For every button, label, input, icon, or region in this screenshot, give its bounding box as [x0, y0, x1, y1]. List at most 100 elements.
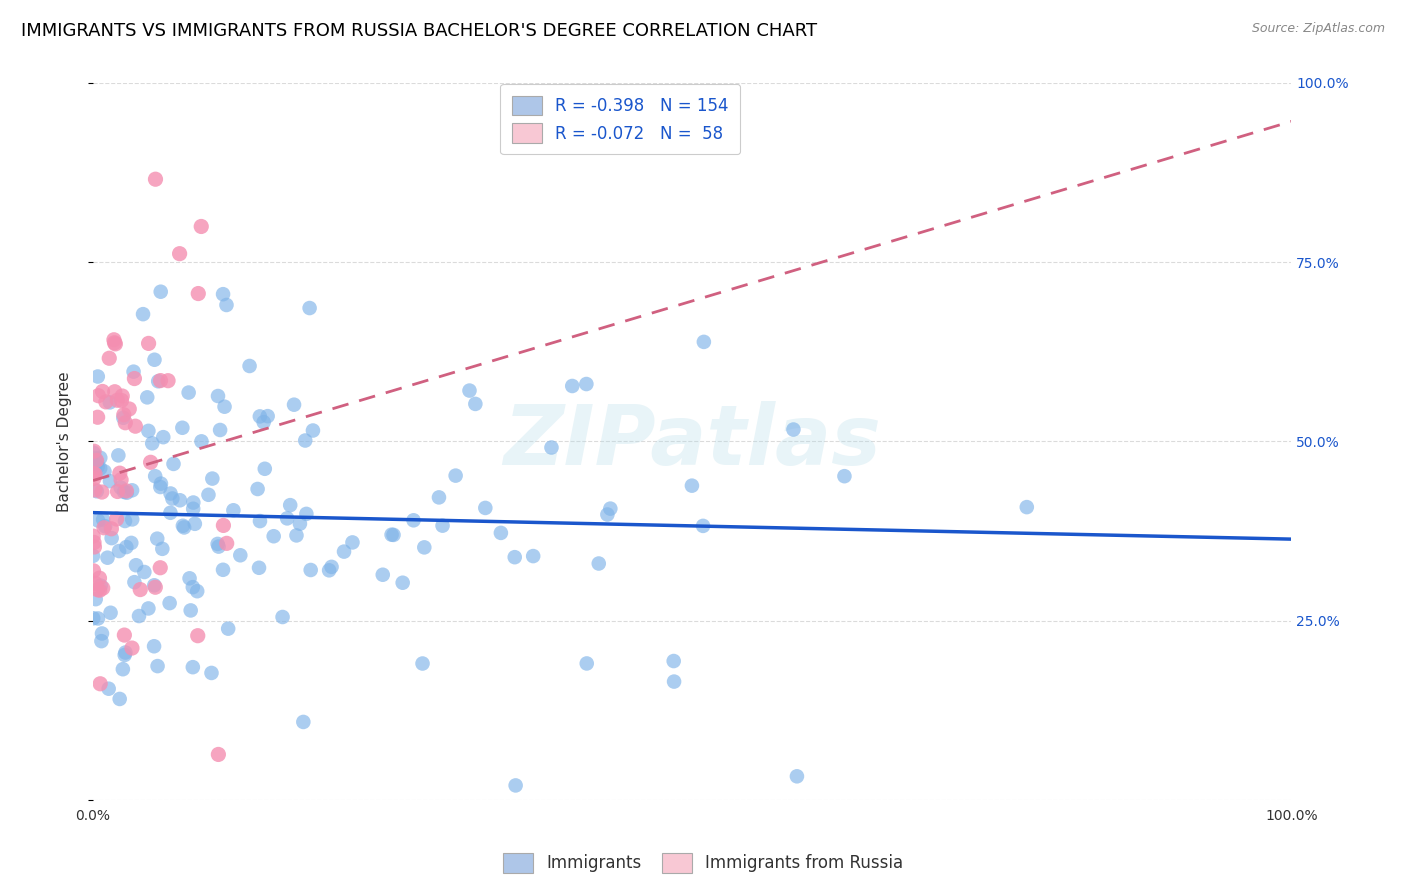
Point [143, 352, 166, 367]
Point [93, 464, 115, 478]
Point [143, 469, 166, 483]
Point [292, 714, 315, 729]
Point [180, 603, 202, 617]
Point [464, 397, 486, 411]
Point [172, 421, 194, 435]
Point [321, 560, 343, 574]
Point [89, 571, 111, 585]
Point [256, 409, 278, 424]
Point [693, 334, 716, 349]
Point [105, 393, 128, 408]
Point [215, 536, 238, 550]
Point [103, 333, 125, 347]
Point [86, 459, 108, 474]
Point [100, 522, 122, 536]
Point [207, 747, 229, 762]
Point [91, 512, 114, 526]
Point [229, 548, 252, 562]
Point [84, 592, 107, 607]
Text: Source: ZipAtlas.com: Source: ZipAtlas.com [1251, 22, 1385, 36]
Point [107, 448, 129, 462]
Point [184, 516, 207, 531]
Point [169, 246, 191, 260]
Point [247, 561, 270, 575]
Point [201, 472, 224, 486]
Point [86, 410, 108, 425]
Point [91, 384, 114, 399]
Point [115, 483, 138, 498]
Point [104, 384, 127, 399]
Point [575, 377, 598, 392]
Point [146, 659, 169, 673]
Point [190, 434, 212, 449]
Point [111, 389, 134, 403]
Point [200, 665, 222, 680]
Point [124, 575, 146, 590]
Point [263, 529, 285, 543]
Point [112, 628, 135, 642]
Point [253, 415, 276, 429]
Point [432, 518, 454, 533]
Point [114, 648, 136, 662]
Point [540, 441, 562, 455]
Text: ZIPatlas: ZIPatlas [503, 401, 882, 482]
Point [391, 575, 413, 590]
Point [82, 467, 104, 481]
Point [283, 398, 305, 412]
Point [681, 478, 703, 492]
Point [181, 580, 204, 594]
Y-axis label: Bachelor's Degree: Bachelor's Degree [58, 371, 72, 512]
Point [94, 395, 117, 409]
Point [82, 445, 104, 459]
Point [249, 514, 271, 528]
Point [246, 482, 269, 496]
Point [148, 374, 170, 388]
Point [87, 611, 110, 625]
Point [111, 662, 134, 676]
Point [299, 563, 322, 577]
Point [129, 582, 152, 597]
Point [105, 512, 128, 526]
Point [599, 501, 621, 516]
Point [83, 472, 105, 486]
Point [207, 540, 229, 554]
Point [108, 466, 131, 480]
Point [212, 563, 235, 577]
Legend: Immigrants, Immigrants from Russia: Immigrants, Immigrants from Russia [496, 847, 910, 880]
Point [285, 528, 308, 542]
Point [149, 476, 172, 491]
Point [295, 507, 318, 521]
Point [474, 500, 496, 515]
Point [190, 219, 212, 234]
Point [561, 379, 583, 393]
Point [217, 622, 239, 636]
Point [90, 485, 112, 500]
Point [342, 535, 364, 549]
Point [91, 626, 114, 640]
Point [141, 436, 163, 450]
Point [138, 336, 160, 351]
Point [662, 654, 685, 668]
Point [84, 467, 107, 482]
Point [692, 519, 714, 533]
Point [82, 549, 104, 563]
Point [413, 541, 436, 555]
Point [1015, 500, 1038, 515]
Point [118, 402, 141, 417]
Point [172, 518, 194, 533]
Point [103, 335, 125, 350]
Text: IMMIGRANTS VS IMMIGRANTS FROM RUSSIA BACHELOR'S DEGREE CORRELATION CHART: IMMIGRANTS VS IMMIGRANTS FROM RUSSIA BAC… [21, 22, 817, 40]
Point [162, 457, 184, 471]
Point [575, 657, 598, 671]
Point [108, 544, 131, 558]
Point [444, 468, 467, 483]
Point [162, 491, 184, 506]
Point [107, 484, 129, 499]
Point [288, 516, 311, 531]
Point [84, 451, 107, 466]
Point [86, 453, 108, 467]
Point [138, 424, 160, 438]
Point [83, 576, 105, 591]
Point [212, 518, 235, 533]
Point [89, 461, 111, 475]
